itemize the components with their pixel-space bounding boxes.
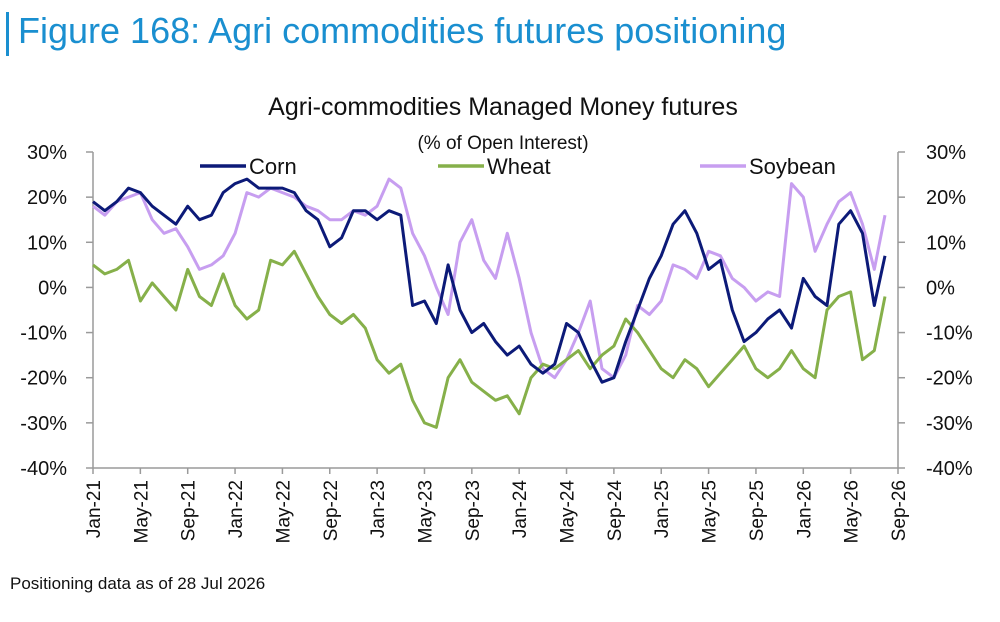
y-tick-label-left: 20% bbox=[27, 187, 67, 209]
x-tick-label: May-24 bbox=[558, 480, 579, 544]
y-tick-label-right: -40% bbox=[926, 458, 973, 480]
x-tick-label: Jan-21 bbox=[84, 480, 105, 538]
y-tick-label-right: 20% bbox=[926, 187, 966, 209]
chart-title: Agri-commodities Managed Money futures bbox=[268, 93, 738, 121]
footnote: Positioning data as of 28 Jul 2026 bbox=[10, 574, 266, 593]
y-tick-label-left: 10% bbox=[27, 232, 67, 254]
legend-label-wheat: Wheat bbox=[487, 154, 551, 179]
y-tick-label-left: -20% bbox=[20, 368, 67, 390]
series-line-wheat bbox=[92, 249, 887, 429]
y-tick-label-left: -10% bbox=[20, 323, 67, 345]
x-tick-label: May-23 bbox=[415, 480, 436, 543]
x-tick-label: May-26 bbox=[842, 480, 863, 543]
x-tick-label: Jan-23 bbox=[368, 480, 389, 538]
x-tick-label: Jan-25 bbox=[652, 480, 673, 538]
x-tick-label: Sep-21 bbox=[179, 480, 200, 541]
axes: 30% 30% 20% 20% 10% 10% 0% 0% -10% -10% -20% -20% -3… bbox=[20, 142, 973, 543]
y-tick-label-right: 30% bbox=[926, 142, 966, 164]
chart-subtitle: (% of Open Interest) bbox=[417, 133, 588, 154]
y-tick-label-right: 10% bbox=[926, 232, 966, 254]
x-tick-label: Sep-23 bbox=[463, 480, 484, 541]
legend: Corn Wheat Soybean bbox=[200, 154, 836, 179]
y-tick-label-left: 0% bbox=[38, 277, 67, 299]
y-tick-label-left: -30% bbox=[20, 413, 67, 435]
x-tick-label: Jan-24 bbox=[510, 480, 531, 539]
y-tick-label-right: 0% bbox=[926, 277, 955, 299]
x-tick-label: May-21 bbox=[131, 480, 152, 543]
y-tick-label-right: -20% bbox=[926, 368, 973, 390]
figure-title: Figure 168: Agri commodities futures pos… bbox=[18, 10, 787, 51]
y-tick-label-right: -10% bbox=[926, 323, 973, 345]
y-tick-label-left: 30% bbox=[27, 142, 67, 164]
y-tick-label-right: -30% bbox=[926, 413, 973, 435]
series-line-soybean bbox=[92, 177, 887, 380]
x-tick-label: Sep-24 bbox=[605, 480, 626, 542]
legend-label-soybean: Soybean bbox=[749, 154, 836, 179]
x-tick-label: Sep-26 bbox=[889, 480, 910, 541]
series-line-corn bbox=[92, 177, 887, 384]
x-tick-label: Jan-22 bbox=[226, 480, 247, 538]
title-accent-bar bbox=[6, 12, 9, 56]
series-group bbox=[92, 177, 887, 429]
x-tick-label: May-25 bbox=[700, 480, 721, 543]
y-tick-label-left: -40% bbox=[20, 458, 67, 480]
x-tick-label: Jan-26 bbox=[794, 480, 815, 538]
x-tick-label: Sep-22 bbox=[321, 480, 342, 541]
x-tick-label: May-22 bbox=[273, 480, 294, 543]
x-tick-label: Sep-25 bbox=[747, 480, 768, 541]
legend-label-corn: Corn bbox=[249, 154, 297, 179]
